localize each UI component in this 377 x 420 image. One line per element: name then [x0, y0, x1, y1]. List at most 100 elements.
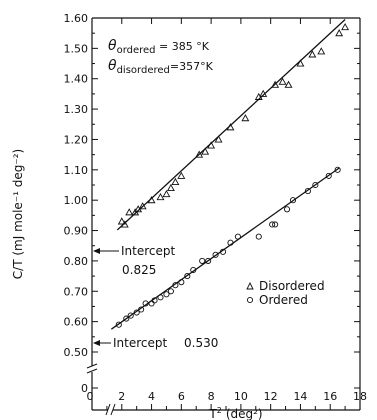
y-axis-title: C/T (mJ mole⁻¹ deg⁻²) — [11, 149, 25, 279]
ordered-point — [304, 188, 311, 195]
y-tick-label: 1.00 — [64, 194, 89, 207]
x-tick-label: 10 — [234, 390, 248, 403]
disordered-point — [207, 141, 216, 149]
y-tick-label: 1.30 — [64, 103, 89, 116]
legend-ordered-label: Ordered — [259, 293, 308, 307]
axis-ticks — [91, 17, 361, 410]
intercept-ordered-label: Intercept — [113, 336, 168, 350]
y-tick-label: 1.50 — [64, 42, 89, 55]
disordered-point — [177, 171, 186, 179]
intercept-ordered-callout: Intercept 0.530 — [93, 336, 218, 350]
disordered-point — [214, 135, 223, 143]
x-tick-label: 8 — [208, 390, 215, 403]
disordered-point — [125, 208, 134, 216]
y-tick-label: 0.80 — [64, 255, 89, 268]
x-tick-label: 0 — [87, 390, 94, 403]
intercept-ordered-value: 0.530 — [184, 336, 218, 350]
x-tick-label: 18 — [353, 390, 367, 403]
axis-tick-labels: 0 0.50 0.60 0.70 0.80 0.90 1.00 1.10 1.20 1.30 1.4… — [64, 12, 368, 403]
disordered-point — [156, 193, 165, 201]
ordered-point — [205, 257, 212, 264]
ordered-point — [172, 282, 179, 289]
disordered-point — [117, 217, 126, 225]
ordered-point — [334, 166, 341, 173]
x-tick-label: 12 — [264, 390, 278, 403]
disordered-point — [195, 150, 204, 158]
y-axis-break-mark — [86, 363, 98, 374]
ordered-point — [148, 300, 155, 307]
x-tick-label: 16 — [323, 390, 337, 403]
ordered-point — [212, 251, 219, 258]
ordered-point — [142, 300, 149, 307]
disordered-point — [284, 80, 293, 88]
disordered-point — [226, 123, 235, 131]
ordered-point — [163, 291, 170, 298]
disordered-point — [271, 80, 280, 88]
legend-disordered-label: Disordered — [259, 279, 325, 293]
ordered-point — [227, 239, 234, 246]
disordered-point — [278, 77, 287, 85]
ordered-point — [184, 273, 191, 280]
ordered-point — [190, 266, 197, 274]
y-tick-label: 1.10 — [64, 164, 89, 177]
x-tick-label: 14 — [293, 390, 307, 403]
y-tick-label: 1.60 — [64, 12, 89, 25]
ordered-point — [289, 197, 297, 204]
legend-triangle-marker — [246, 281, 254, 290]
theta-disordered-label: θdisordered=357°K — [108, 58, 214, 76]
x-axis-break-gap — [108, 405, 113, 415]
disordered-point — [147, 196, 156, 204]
data-points — [115, 22, 350, 328]
disordered-point — [317, 47, 326, 55]
y-axis-break-gap — [88, 366, 97, 372]
disordered-point — [120, 220, 129, 228]
ordered-point — [272, 221, 279, 228]
disordered-point — [341, 22, 350, 31]
y-tick-label: 1.40 — [64, 73, 89, 86]
ordered-point — [157, 294, 164, 301]
ordered-point — [167, 288, 174, 295]
x-tick-label: 6 — [178, 390, 185, 403]
ordered-point — [133, 309, 140, 316]
y-tick-label: 0.90 — [64, 225, 89, 238]
ordered-point — [138, 306, 145, 313]
disordered-point — [166, 183, 175, 192]
disordered-point — [335, 29, 344, 37]
theta-ordered-label: θordered = 385 °K — [108, 38, 210, 56]
legend-circle-marker — [246, 296, 254, 304]
x-tick-label: 2 — [118, 390, 125, 403]
x-axis-title-var: T — [208, 407, 217, 420]
disordered-point — [296, 59, 305, 67]
ordered-point — [234, 233, 241, 240]
ordered-point — [283, 206, 291, 213]
y-tick-label: 0.70 — [64, 285, 89, 298]
ordered-point — [127, 312, 134, 319]
ordered-point — [312, 181, 319, 189]
disordered-point — [308, 50, 317, 58]
ordered-point — [325, 172, 332, 179]
ordered-point — [123, 315, 130, 322]
disordered-point — [241, 114, 250, 122]
x-axis-title-unit: (deg²) — [226, 407, 263, 420]
legend: Disordered Ordered — [246, 279, 325, 307]
x-axis-break-mark — [105, 403, 116, 416]
theta-annotations: θordered = 385 °K θdisordered=357°K — [108, 38, 214, 76]
x-axis-title-sup: 2 — [217, 406, 222, 415]
disordered-point — [138, 202, 147, 210]
disordered-point — [171, 177, 180, 185]
x-axis-title: T2 (deg²) — [208, 406, 262, 420]
y-tick-label: 0.60 — [64, 316, 89, 329]
ordered-point — [199, 257, 206, 264]
ordered-point — [269, 221, 276, 228]
intercept-disordered-label: Intercept — [121, 244, 176, 258]
ordered-point — [115, 321, 122, 328]
disordered-point — [259, 89, 268, 97]
y-tick-label: 1.20 — [64, 133, 89, 146]
intercept-ordered-arrowhead — [93, 340, 100, 346]
axis-breaks — [86, 363, 116, 416]
ordered-point — [151, 297, 158, 304]
ordered-point — [255, 233, 262, 240]
y-tick-label: 0.50 — [64, 346, 89, 359]
ordered-point — [219, 248, 227, 255]
